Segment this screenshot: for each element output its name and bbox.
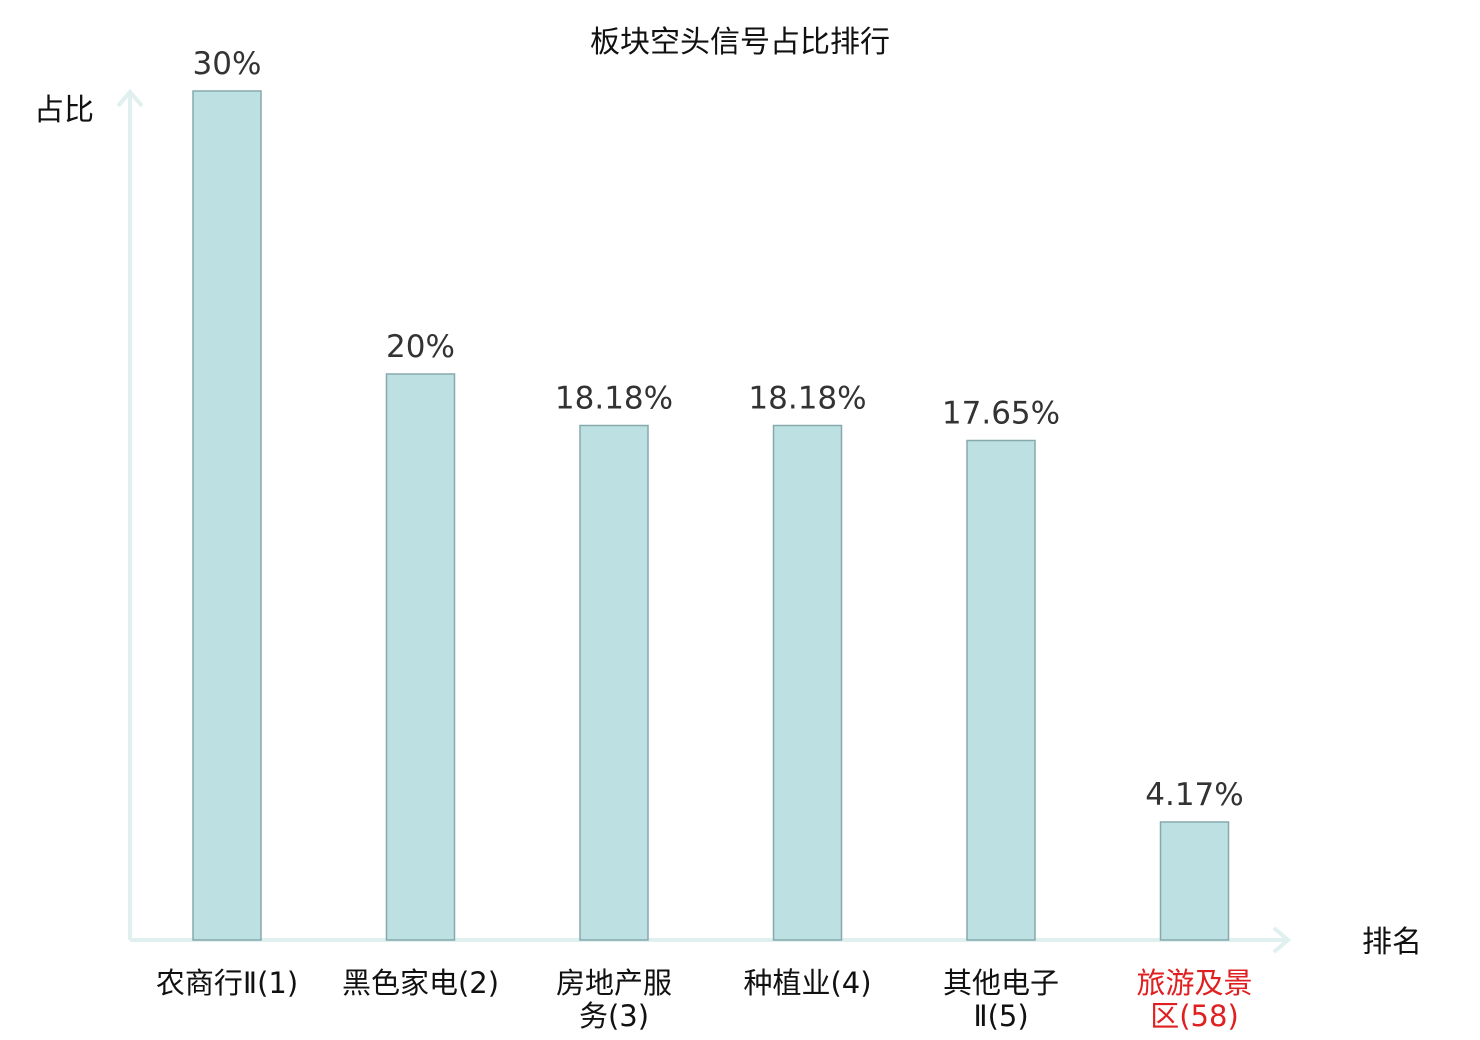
x-tick-label-3-line-1: 房地产服	[556, 966, 672, 1000]
bar-3	[579, 424, 649, 941]
x-tick-label-6-line-2: 区(58)	[1150, 999, 1239, 1033]
x-axis-arrow-icon	[1272, 926, 1292, 954]
x-tick-label-5: 其他电子 Ⅱ(5)	[943, 966, 1059, 1033]
data-label-4: 18.18%	[748, 381, 866, 417]
x-tick-label-2-line-1: 黑色家电(2)	[342, 966, 499, 1000]
x-tick-label-1-line-1: 农商行Ⅱ(1)	[156, 966, 298, 1000]
bar-5	[966, 439, 1036, 941]
data-label-2: 20%	[386, 329, 455, 365]
x-tick-label-4-line-1: 种植业(4)	[743, 966, 871, 1000]
x-axis-label: 排名	[1362, 925, 1422, 960]
x-tick-label-2: 黑色家电(2)	[342, 966, 499, 1000]
value-labels-group: 30% 20% 18.18% 18.18% 17.65% 4.17%	[193, 46, 1244, 813]
bar-2	[385, 373, 456, 941]
data-label-3: 18.18%	[555, 381, 673, 417]
bars-group	[192, 90, 1230, 941]
bar-4	[772, 424, 843, 941]
x-tick-label-6-line-1: 旅游及景	[1136, 966, 1252, 1000]
category-labels-group: 农商行Ⅱ(1) 黑色家电(2) 房地产服务(3) 种植业(4) 其他电子 Ⅱ(5) 旅游及景…	[156, 966, 1253, 1033]
bar-1	[192, 90, 262, 941]
x-tick-label-1: 农商行Ⅱ(1)	[156, 966, 298, 1000]
data-label-1: 30%	[193, 46, 262, 82]
chart-title: 板块空头信号占比排行	[590, 25, 890, 60]
y-axis-label: 占比	[34, 93, 94, 128]
data-label-5: 17.65%	[942, 396, 1060, 432]
x-tick-label-4: 种植业(4)	[743, 966, 871, 1000]
x-tick-label-5-line-2: Ⅱ(5)	[973, 999, 1028, 1033]
x-tick-label-5-line-1: 其他电子	[943, 966, 1059, 1000]
data-label-6: 4.17%	[1145, 777, 1243, 813]
x-tick-label-3-line-2: 务(3)	[579, 999, 649, 1033]
y-axis-arrow-icon	[116, 88, 144, 108]
x-tick-label-6: 旅游及景区(58)	[1136, 966, 1252, 1033]
x-tick-label-3: 房地产服务(3)	[556, 966, 672, 1033]
axes	[116, 88, 1292, 954]
bar-6	[1159, 821, 1230, 941]
